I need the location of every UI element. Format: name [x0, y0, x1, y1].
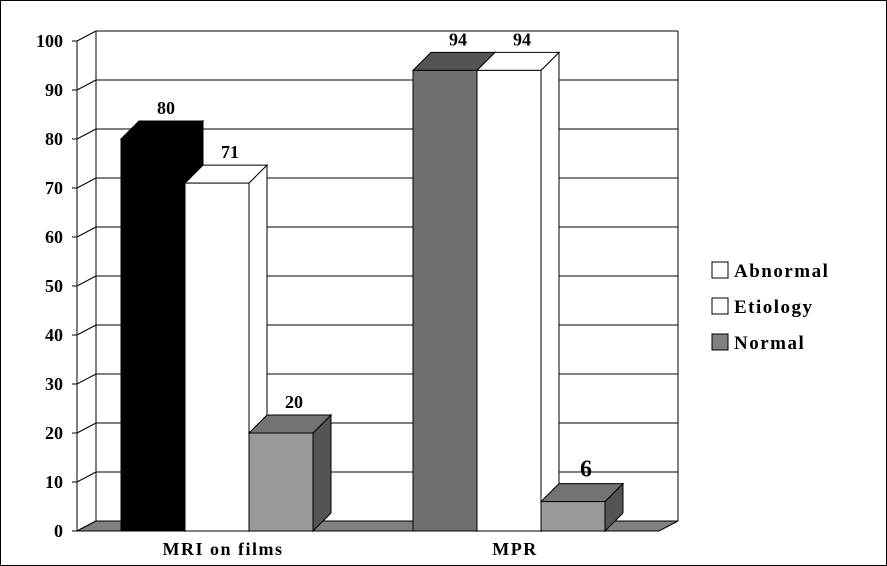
- data-label: 80: [157, 98, 175, 118]
- side-gridline: [76, 324, 97, 336]
- y-tick-label: 0: [54, 521, 63, 541]
- x-category-label: MRI on films: [163, 539, 284, 559]
- data-label: 71: [221, 142, 239, 162]
- y-tick-label: 100: [36, 31, 63, 51]
- legend-label: Abnormal: [734, 261, 829, 282]
- bar-side: [312, 413, 332, 533]
- bar-etiology-2: [476, 69, 542, 532]
- data-label: 6: [580, 457, 592, 483]
- legend-label: Etiology: [734, 297, 814, 318]
- y-tick-label: 30: [45, 374, 63, 394]
- legend-swatch: [711, 297, 729, 315]
- bar-normal-2: [540, 501, 606, 532]
- side-gridline: [76, 471, 97, 483]
- bar-etiology-1: [184, 182, 250, 532]
- bar-abnormal-2: [412, 69, 478, 532]
- legend-swatch: [711, 333, 729, 351]
- side-gridline: [76, 30, 97, 42]
- bar-normal-1: [248, 432, 314, 532]
- data-label: 94: [449, 29, 467, 49]
- side-gridline: [76, 373, 97, 385]
- y-tick-label: 60: [45, 227, 63, 247]
- legend-label: Normal: [734, 333, 805, 354]
- y-tick-label: 50: [45, 276, 63, 296]
- data-label: 20: [285, 392, 303, 412]
- bar-side: [540, 51, 560, 533]
- side-gridline: [76, 422, 97, 434]
- side-gridline: [76, 79, 97, 91]
- legend: Abnormal Etiology Normal: [711, 261, 829, 354]
- bar-abnormal-1: [120, 138, 186, 532]
- y-tick-label: 20: [45, 423, 63, 443]
- x-category-label: MPR: [492, 539, 537, 559]
- side-gridline: [76, 226, 97, 238]
- side-gridline: [76, 275, 97, 287]
- data-label: 94: [513, 29, 531, 49]
- y-tick-label: 80: [45, 129, 63, 149]
- legend-swatch: [711, 261, 729, 279]
- y-tick-label: 10: [45, 472, 63, 492]
- plot-area: 0 10 20 30 40 50 60 70 80 90 100 80 71 20 MRI on films…: [36, 29, 679, 559]
- side-gridline: [76, 128, 97, 140]
- y-tick-label: 70: [45, 178, 63, 198]
- side-gridline: [76, 177, 97, 189]
- y-tick-label: 90: [45, 80, 63, 100]
- y-tick-label: 40: [45, 325, 63, 345]
